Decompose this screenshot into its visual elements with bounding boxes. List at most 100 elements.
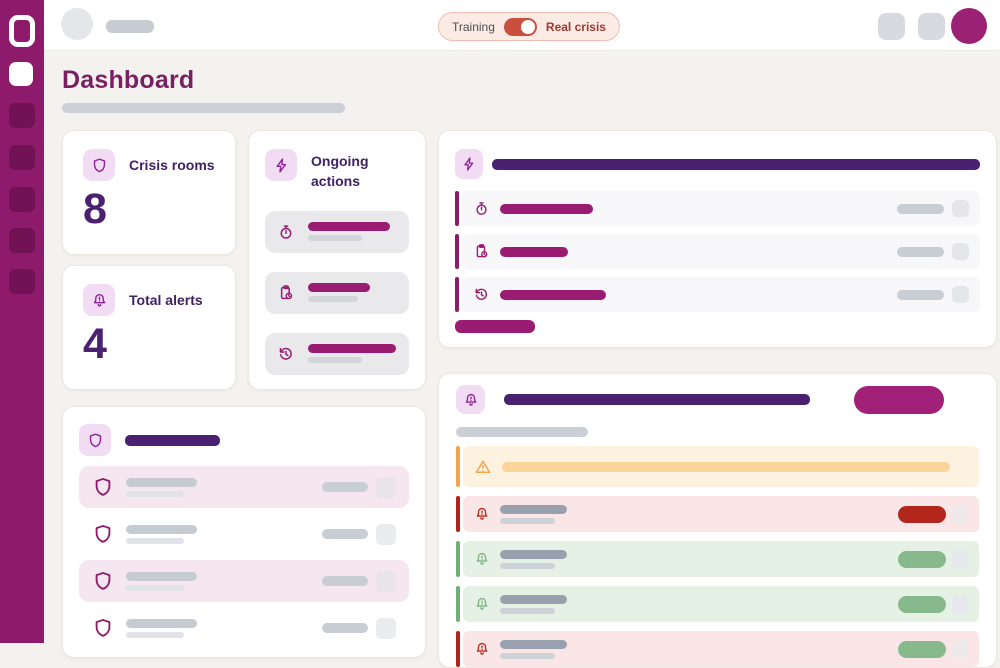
total-alerts-value: 4: [83, 320, 107, 368]
bolt-icon: [265, 149, 297, 181]
action-title-placeholder: [308, 222, 390, 232]
alert-status-pill[interactable]: [898, 505, 946, 523]
room-action-button[interactable]: [376, 523, 396, 545]
action-subtitle-placeholder: [308, 357, 362, 364]
alert-row-body[interactable]: [463, 446, 979, 487]
action-subtitle-placeholder: [308, 296, 358, 303]
history-icon: [277, 345, 295, 363]
action-row: [455, 191, 980, 226]
shield-icon: [92, 569, 114, 593]
mode-switch-knob: [520, 19, 535, 34]
room-meta-placeholder: [126, 631, 184, 638]
room-name-placeholder: [126, 571, 197, 581]
room-status-placeholder: [322, 576, 368, 586]
header-button-1[interactable]: [878, 13, 905, 40]
row-accent: [455, 277, 459, 312]
stopwatch-icon: [473, 200, 490, 217]
header-button-2[interactable]: [918, 13, 945, 40]
mode-toggle-on-label: Real crisis: [545, 19, 606, 34]
bell-alert-icon: [83, 284, 115, 316]
row-accent: [456, 446, 460, 487]
alert-status-pill[interactable]: [898, 550, 946, 568]
view-all-link-placeholder[interactable]: [455, 320, 535, 333]
sidebar-item-3[interactable]: [9, 145, 35, 170]
alert-row-critical: [456, 496, 979, 532]
action-status-placeholder: [897, 203, 944, 214]
action-button[interactable]: [952, 243, 969, 260]
alert-row-body[interactable]: [463, 541, 979, 577]
alert-row-body[interactable]: [463, 586, 979, 622]
sidebar-item-5[interactable]: [9, 228, 35, 253]
alert-action-button[interactable]: [952, 595, 968, 613]
alert-action-button[interactable]: [952, 505, 968, 523]
crisis-room-row[interactable]: [79, 560, 409, 602]
sidebar-item-dashboard[interactable]: [9, 62, 33, 86]
stopwatch-icon: [277, 223, 295, 241]
user-avatar[interactable]: [951, 8, 987, 44]
crisis-room-row[interactable]: [79, 607, 409, 649]
sidebar-item-4[interactable]: [9, 187, 35, 212]
row-accent: [456, 586, 460, 622]
row-accent: [456, 541, 460, 577]
room-meta-placeholder: [126, 584, 184, 591]
alert-row-body[interactable]: [463, 496, 979, 532]
room-meta-placeholder: [126, 490, 184, 497]
clipboard-clock-icon: [277, 284, 295, 302]
action-title-placeholder: [500, 246, 568, 257]
action-row: [455, 277, 980, 312]
action-subtitle-placeholder: [308, 235, 362, 242]
bell-alert-icon: [474, 550, 490, 568]
ongoing-action-item[interactable]: [265, 332, 409, 375]
row-accent: [456, 631, 460, 667]
crisis-room-row[interactable]: [79, 466, 409, 508]
action-button[interactable]: [952, 286, 969, 303]
mode-toggle[interactable]: Training Real crisis: [438, 12, 620, 41]
action-title-placeholder: [308, 344, 396, 354]
list-title-placeholder: [125, 434, 220, 446]
app-logo-icon: [9, 15, 35, 47]
crisis-rooms-label: Crisis rooms: [129, 157, 215, 173]
history-icon: [473, 286, 490, 303]
room-status-placeholder: [322, 623, 368, 633]
workspace-name-placeholder: [106, 20, 154, 33]
sidebar: [0, 0, 44, 643]
top-bar: Training Real crisis: [44, 0, 1000, 51]
action-button[interactable]: [952, 200, 969, 217]
ongoing-action-item[interactable]: [265, 271, 409, 314]
alert-row-critical: [456, 631, 979, 667]
alert-meta-placeholder: [500, 562, 555, 569]
workspace-avatar[interactable]: [61, 8, 93, 40]
alert-meta-placeholder: [500, 517, 555, 524]
alert-action-button[interactable]: [952, 550, 968, 568]
action-row-body[interactable]: [462, 191, 980, 226]
room-status-placeholder: [322, 482, 368, 492]
action-row: [455, 234, 980, 269]
room-action-button[interactable]: [376, 570, 396, 592]
room-action-button[interactable]: [376, 476, 396, 498]
alert-status-pill[interactable]: [898, 640, 946, 658]
bell-alert-icon: [456, 385, 485, 414]
alert-title-placeholder: [500, 504, 567, 514]
room-action-button[interactable]: [376, 617, 396, 639]
alert-status-pill[interactable]: [898, 595, 946, 613]
mode-switch[interactable]: [503, 17, 537, 36]
ongoing-action-item[interactable]: [265, 210, 409, 253]
sidebar-item-2[interactable]: [9, 103, 35, 128]
alert-title-placeholder: [500, 594, 567, 604]
panel-title-placeholder: [504, 394, 810, 405]
panel-subtitle-placeholder: [456, 427, 588, 437]
alert-row-body[interactable]: [463, 631, 979, 667]
alerts-action-button[interactable]: [854, 385, 944, 414]
action-row-body[interactable]: [462, 277, 980, 312]
sidebar-item-6[interactable]: [9, 269, 35, 294]
action-status-placeholder: [897, 289, 944, 300]
total-alerts-card: Total alerts 4: [62, 265, 236, 390]
room-name-placeholder: [126, 524, 197, 534]
row-accent: [455, 234, 459, 269]
shield-icon: [79, 424, 111, 456]
action-row-body[interactable]: [462, 234, 980, 269]
crisis-room-row[interactable]: [79, 513, 409, 555]
room-meta-placeholder: [126, 537, 184, 544]
action-title-placeholder: [500, 289, 606, 300]
alert-row-ok: [456, 541, 979, 577]
